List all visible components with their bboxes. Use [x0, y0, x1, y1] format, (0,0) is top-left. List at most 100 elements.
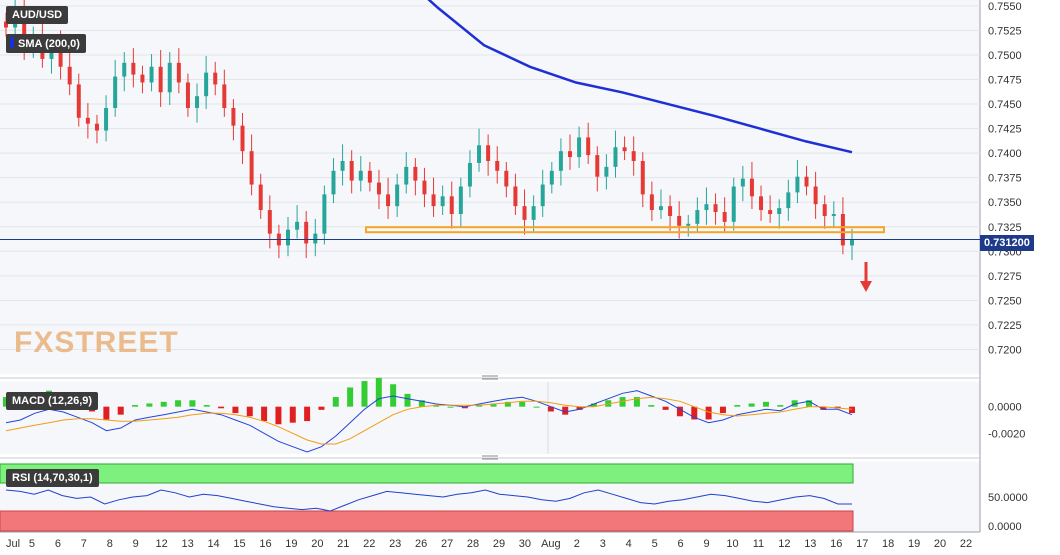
panel-resize-handle-1[interactable]	[482, 375, 498, 380]
candle-body	[668, 206, 673, 216]
candle	[167, 52, 172, 106]
candle-body	[22, 10, 27, 48]
candle-body	[840, 213, 845, 246]
x-tick-label: 28	[467, 538, 479, 550]
macd-bar	[533, 406, 540, 408]
macd-indicator-label[interactable]: MACD (12,26,9)	[6, 392, 99, 410]
candle-body	[404, 166, 409, 185]
candle-body	[431, 194, 436, 207]
candle	[777, 199, 782, 229]
candle-body	[322, 194, 327, 234]
macd-bar	[791, 400, 798, 407]
candle	[740, 165, 745, 202]
x-tick-label: 12	[156, 538, 168, 550]
candle-body	[240, 125, 245, 152]
macd-bar	[418, 400, 425, 407]
candle	[122, 52, 127, 92]
candle	[76, 73, 81, 127]
macd-bar	[734, 405, 741, 407]
macd-bar	[433, 405, 440, 407]
candle-body	[640, 160, 645, 195]
current-price-badge: 0.731200	[980, 235, 1034, 251]
candles	[4, 0, 854, 261]
symbol-label[interactable]: AUD/USD	[6, 6, 69, 24]
candle-body	[340, 160, 345, 171]
candle	[240, 112, 245, 164]
rsi-tick-labels: 50.0000 0.0000	[988, 492, 1028, 533]
candle-body	[4, 21, 8, 28]
macd-bar	[175, 400, 182, 407]
rsi-indicator-label[interactable]: RSI (14,70,30,1)	[6, 469, 99, 487]
candle	[704, 187, 709, 225]
x-tick-label: 20	[934, 538, 946, 550]
candle	[549, 161, 554, 194]
macd-bar	[547, 406, 554, 412]
down-arrow-icon	[860, 262, 872, 292]
candle-body	[549, 170, 554, 185]
support-zone	[365, 226, 885, 234]
sma-indicator-label[interactable]: SMA (200,0)	[6, 34, 86, 53]
price-tick-label: 0.7300	[988, 246, 1022, 258]
candle-body	[85, 117, 90, 124]
x-tick-label: 5	[29, 538, 35, 550]
x-tick-label: 11	[753, 538, 764, 550]
x-tick-label: 10	[726, 538, 738, 550]
macd-signal-line	[5, 396, 853, 445]
macd-bar	[318, 406, 325, 410]
macd-panel	[0, 382, 980, 454]
candle	[204, 55, 209, 109]
macd-bar	[762, 401, 769, 407]
macd-tick-label: -0.0020	[988, 428, 1025, 440]
macd-bar	[691, 406, 698, 420]
candle	[822, 195, 827, 229]
panel-resize-handle-2[interactable]	[482, 455, 498, 460]
macd-bar	[361, 381, 368, 407]
candle	[804, 165, 809, 196]
price-tick-label: 0.7225	[988, 320, 1022, 332]
candle	[840, 197, 845, 255]
candle-body	[540, 184, 545, 207]
candle	[568, 134, 572, 170]
x-tick-label: Aug	[541, 538, 561, 550]
candle-body	[58, 43, 63, 67]
candle	[349, 150, 354, 194]
candle-body	[586, 137, 591, 156]
price-tick-label: 0.7400	[988, 148, 1022, 160]
macd-bar	[304, 406, 311, 422]
watermark: FXSTREET	[14, 326, 179, 359]
candle-body	[258, 184, 263, 211]
candle	[340, 144, 345, 186]
candle	[94, 114, 99, 144]
price-tick-label: 0.7200	[988, 344, 1022, 356]
price-tick-label: 0.7525	[988, 25, 1022, 37]
candle	[449, 181, 454, 229]
price-tick-label: 0.7375	[988, 173, 1022, 185]
macd-bar	[719, 406, 726, 414]
candle-body	[850, 239, 854, 246]
candle-body	[649, 194, 654, 211]
macd-bar	[275, 406, 282, 425]
macd-bar	[390, 384, 397, 407]
candle	[440, 185, 445, 215]
candle	[604, 154, 609, 190]
candle-body	[104, 107, 109, 131]
candle	[322, 185, 327, 245]
candle	[640, 152, 645, 208]
macd-bar	[805, 400, 812, 407]
candle-body	[185, 82, 190, 108]
candle	[540, 169, 545, 217]
candle-body	[131, 62, 136, 75]
candle	[149, 53, 154, 92]
x-tick-label: 6	[678, 538, 684, 550]
candle-body	[458, 186, 463, 214]
candle-body	[267, 210, 272, 234]
candle	[586, 122, 591, 164]
candle	[85, 103, 90, 139]
x-tick-label: 19	[285, 538, 297, 550]
candle-body	[213, 72, 218, 85]
macd-bar	[562, 406, 569, 415]
candle	[413, 158, 418, 196]
macd-bar	[160, 401, 167, 407]
macd-tick-labels: 0.0000 -0.0020	[988, 402, 1025, 441]
